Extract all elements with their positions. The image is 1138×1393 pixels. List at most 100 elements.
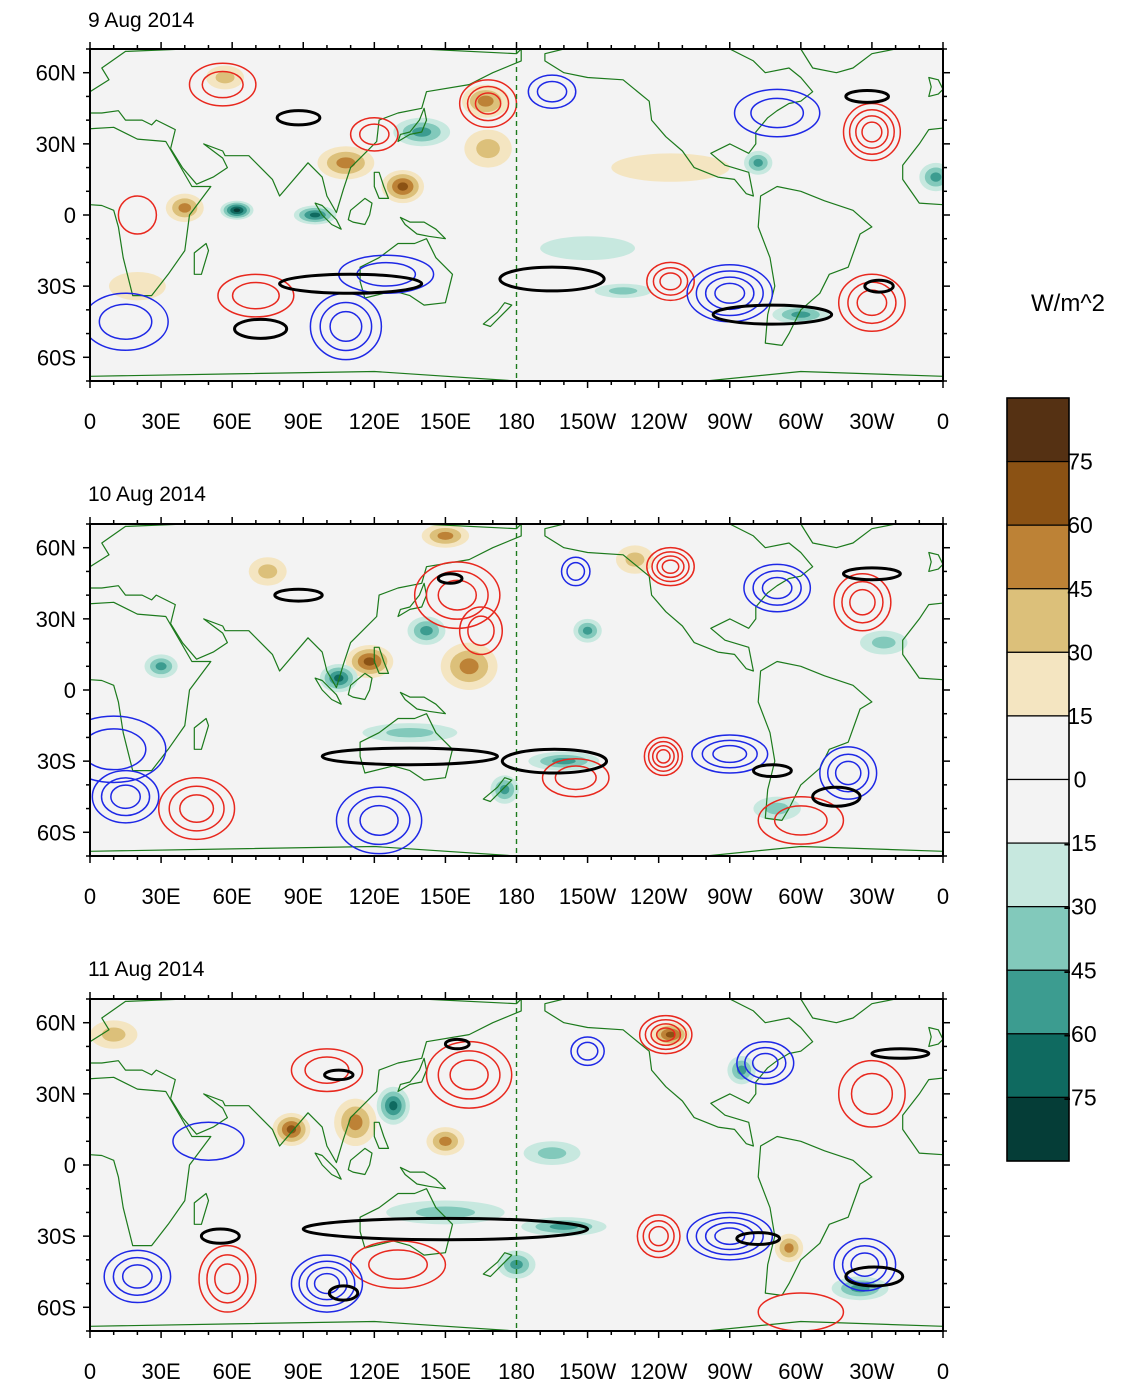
colorbar-tick-label: 45 xyxy=(1067,576,1093,602)
negative-contour xyxy=(834,760,862,786)
shading-blob xyxy=(420,626,433,636)
coastline-sumatra xyxy=(314,1152,342,1180)
shading-blob xyxy=(765,802,789,815)
x-tick-label: 30W xyxy=(849,884,894,909)
negative-contour xyxy=(100,777,151,817)
positive-contour xyxy=(449,1059,489,1091)
coastline-eurasia xyxy=(90,524,522,689)
shading-blob xyxy=(477,95,494,107)
negative-contour xyxy=(751,1052,779,1074)
positive-contour xyxy=(644,1019,687,1051)
x-tick-label: 60W xyxy=(778,409,823,434)
colorbar-box xyxy=(1006,715,1070,781)
negative-contour xyxy=(527,74,577,110)
x-tick-label: 0 xyxy=(937,1359,949,1384)
x-tick-label: 60E xyxy=(213,1359,252,1384)
contour-layer xyxy=(103,1014,906,1331)
x-tick-label: 150W xyxy=(559,409,617,434)
negative-contour xyxy=(319,301,373,352)
shading-blob xyxy=(258,564,278,579)
coastline-africa xyxy=(90,126,212,297)
negative-contour xyxy=(560,556,591,587)
y-tick-label: 30N xyxy=(36,607,76,632)
negative-contour xyxy=(347,795,411,846)
axes: 0 30E 60E 90E 120E 150E 180 150W 120W 90W 60W 30W 0 6… xyxy=(36,992,950,1384)
coastline-japan xyxy=(397,107,428,143)
colorbar-box xyxy=(1006,651,1070,717)
highlight-layer xyxy=(273,566,902,808)
colorbar-tick-label: -45 xyxy=(1063,957,1096,983)
y-tick-label: 30N xyxy=(36,132,76,157)
negative-contour xyxy=(841,1245,888,1285)
negative-contour xyxy=(712,744,748,764)
highlight-contour xyxy=(711,303,834,326)
positive-contour xyxy=(841,580,884,624)
colorbar-tick-label: 60 xyxy=(1067,512,1093,538)
x-tick-label: 150E xyxy=(420,409,471,434)
x-tick-label: 120E xyxy=(349,409,400,434)
colorbar-box xyxy=(1006,969,1070,1035)
positive-contour xyxy=(157,777,236,841)
highlight-contour xyxy=(811,785,862,808)
x-tick-label: 150W xyxy=(559,1359,617,1384)
negative-contour xyxy=(536,80,568,103)
coastline-north-america xyxy=(544,49,814,197)
highlight-layer xyxy=(199,1037,931,1302)
positive-contour xyxy=(201,70,244,99)
coastline-british-isles xyxy=(928,551,943,572)
shading-blob xyxy=(386,727,434,738)
positive-contour xyxy=(466,85,510,122)
positive-contour xyxy=(467,615,495,647)
coastline-eurasia xyxy=(90,999,522,1164)
colorbar-boxes xyxy=(1006,397,1070,1162)
x-tick-label: 150W xyxy=(559,884,617,909)
colorbar-box xyxy=(1006,1033,1070,1099)
colorbar-box xyxy=(1006,778,1070,844)
positive-contour xyxy=(650,1023,682,1047)
contour-layer xyxy=(90,546,892,855)
shading-blob xyxy=(611,153,730,182)
positive-contour xyxy=(757,1292,845,1331)
x-tick-label: 30E xyxy=(142,884,181,909)
y-tick-label: 60N xyxy=(36,61,76,86)
x-tick-label: 30E xyxy=(142,1359,181,1384)
coastline-madagascar xyxy=(193,242,210,275)
coastline-new-guinea xyxy=(399,216,446,240)
colorbar-box xyxy=(1006,906,1070,971)
highlight-contour xyxy=(443,1037,471,1051)
x-tick-label: 90W xyxy=(707,884,752,909)
y-tick-label: 60S xyxy=(37,820,76,845)
highlight-contour xyxy=(870,1047,931,1060)
contour-layer xyxy=(90,62,906,361)
x-tick-label: 120E xyxy=(349,1359,400,1384)
x-tick-label: 150E xyxy=(420,884,471,909)
coastline-japan xyxy=(397,1057,428,1093)
shading-blob xyxy=(582,626,593,635)
x-tick-label: 60E xyxy=(213,409,252,434)
positive-contour xyxy=(636,1214,681,1259)
shading-blob xyxy=(178,203,192,213)
shading-blob xyxy=(499,784,510,795)
colorbar-box xyxy=(1006,460,1070,526)
colorbar-tick-label: -75 xyxy=(1063,1084,1096,1110)
negative-contour xyxy=(691,734,769,774)
x-tick-label: 180 xyxy=(498,884,535,909)
x-tick-label: 150E xyxy=(420,1359,471,1384)
negative-contour xyxy=(112,1256,163,1297)
shading-blob xyxy=(286,1125,297,1134)
negative-contour xyxy=(329,310,363,343)
colorbar-box xyxy=(1006,588,1070,653)
positive-contour xyxy=(643,736,684,777)
negative-contour xyxy=(570,1036,605,1067)
x-tick-label: 120W xyxy=(630,409,688,434)
shading-blob xyxy=(439,1136,452,1146)
x-tick-label: 120W xyxy=(630,884,688,909)
coastline-africa-west-wrap xyxy=(902,127,943,206)
positive-contour xyxy=(198,1244,257,1313)
negative-contour xyxy=(850,1252,880,1277)
positive-contour xyxy=(290,1048,364,1093)
negative-contour xyxy=(172,1121,245,1162)
shading-blob xyxy=(397,182,409,191)
highlight-contour xyxy=(327,1284,360,1302)
highlight-contour xyxy=(323,1068,355,1082)
